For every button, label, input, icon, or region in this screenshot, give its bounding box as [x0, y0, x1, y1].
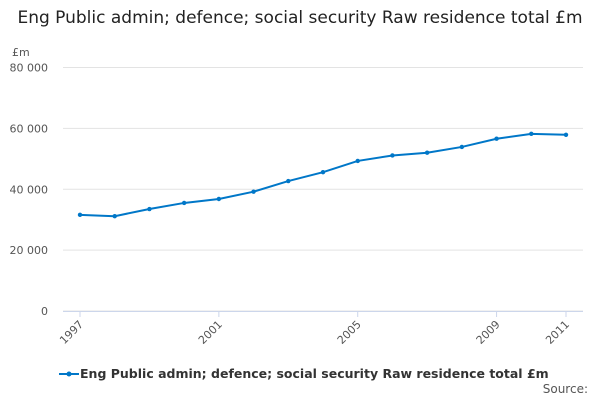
- data-point: [112, 213, 117, 219]
- x-tick-label: 1997: [57, 318, 86, 347]
- y-tick-label: 80 000: [10, 62, 49, 75]
- data-point: [216, 196, 222, 202]
- chart-title: Eng Public admin; defence; social securi…: [17, 8, 583, 28]
- data-point: [424, 150, 430, 155]
- data-point: [251, 189, 256, 194]
- y-tick-label: 40 000: [10, 183, 49, 196]
- x-tick-label: 2009: [474, 318, 503, 347]
- x-tick-label: 2001: [196, 318, 225, 347]
- source-label: Source:: [542, 382, 588, 396]
- y-axis-unit: £m: [12, 46, 30, 59]
- y-tick-label: 0: [41, 305, 48, 318]
- data-point: [563, 132, 569, 137]
- data-point: [494, 136, 499, 141]
- data-point: [286, 178, 291, 184]
- data-point: [355, 158, 360, 164]
- data-point: [390, 153, 395, 158]
- x-tick-label: 2011: [543, 318, 572, 347]
- legend-swatch: [59, 371, 79, 376]
- x-tick-label: 2005: [335, 318, 364, 347]
- data-point: [459, 144, 465, 150]
- data-point: [181, 200, 187, 206]
- data-point: [320, 170, 326, 175]
- y-tick-label: 20 000: [10, 244, 49, 257]
- legend: Eng Public admin; defence; social securi…: [58, 366, 549, 381]
- data-point: [77, 212, 83, 218]
- series-line: [79, 132, 567, 218]
- legend-label: Eng Public admin; defence; social securi…: [80, 366, 549, 381]
- data-point: [529, 131, 534, 137]
- y-tick-label: 60 000: [10, 122, 49, 135]
- data-point: [147, 206, 152, 212]
